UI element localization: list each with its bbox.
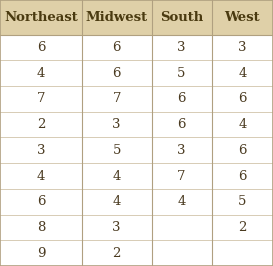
Text: 6: 6 bbox=[37, 195, 45, 208]
Text: 4: 4 bbox=[112, 169, 121, 182]
Text: 4: 4 bbox=[112, 195, 121, 208]
Text: 6: 6 bbox=[238, 144, 247, 157]
Text: 4: 4 bbox=[238, 67, 247, 80]
Text: 7: 7 bbox=[112, 92, 121, 105]
Text: 9: 9 bbox=[37, 247, 45, 260]
Text: 6: 6 bbox=[238, 92, 247, 105]
Text: 3: 3 bbox=[112, 118, 121, 131]
Text: 4: 4 bbox=[238, 118, 247, 131]
Text: Northeast: Northeast bbox=[4, 11, 78, 24]
Text: 5: 5 bbox=[177, 67, 186, 80]
Text: 2: 2 bbox=[238, 221, 247, 234]
Bar bbox=[0, 0, 273, 35]
Text: West: West bbox=[224, 11, 260, 24]
Text: 6: 6 bbox=[37, 41, 45, 54]
Text: 2: 2 bbox=[112, 247, 121, 260]
Text: 3: 3 bbox=[238, 41, 247, 54]
Text: South: South bbox=[160, 11, 203, 24]
Text: 8: 8 bbox=[37, 221, 45, 234]
Text: 6: 6 bbox=[177, 92, 186, 105]
Text: 7: 7 bbox=[177, 169, 186, 182]
Text: 4: 4 bbox=[37, 67, 45, 80]
Text: 3: 3 bbox=[177, 144, 186, 157]
Text: 6: 6 bbox=[238, 169, 247, 182]
Text: 3: 3 bbox=[112, 221, 121, 234]
Text: 2: 2 bbox=[37, 118, 45, 131]
Text: 3: 3 bbox=[37, 144, 45, 157]
Text: 5: 5 bbox=[238, 195, 247, 208]
Text: 6: 6 bbox=[112, 67, 121, 80]
Text: 4: 4 bbox=[37, 169, 45, 182]
Text: 3: 3 bbox=[177, 41, 186, 54]
Text: 6: 6 bbox=[177, 118, 186, 131]
Text: 4: 4 bbox=[177, 195, 186, 208]
Text: Midwest: Midwest bbox=[86, 11, 148, 24]
Text: 7: 7 bbox=[37, 92, 45, 105]
Text: 5: 5 bbox=[112, 144, 121, 157]
Text: 6: 6 bbox=[112, 41, 121, 54]
